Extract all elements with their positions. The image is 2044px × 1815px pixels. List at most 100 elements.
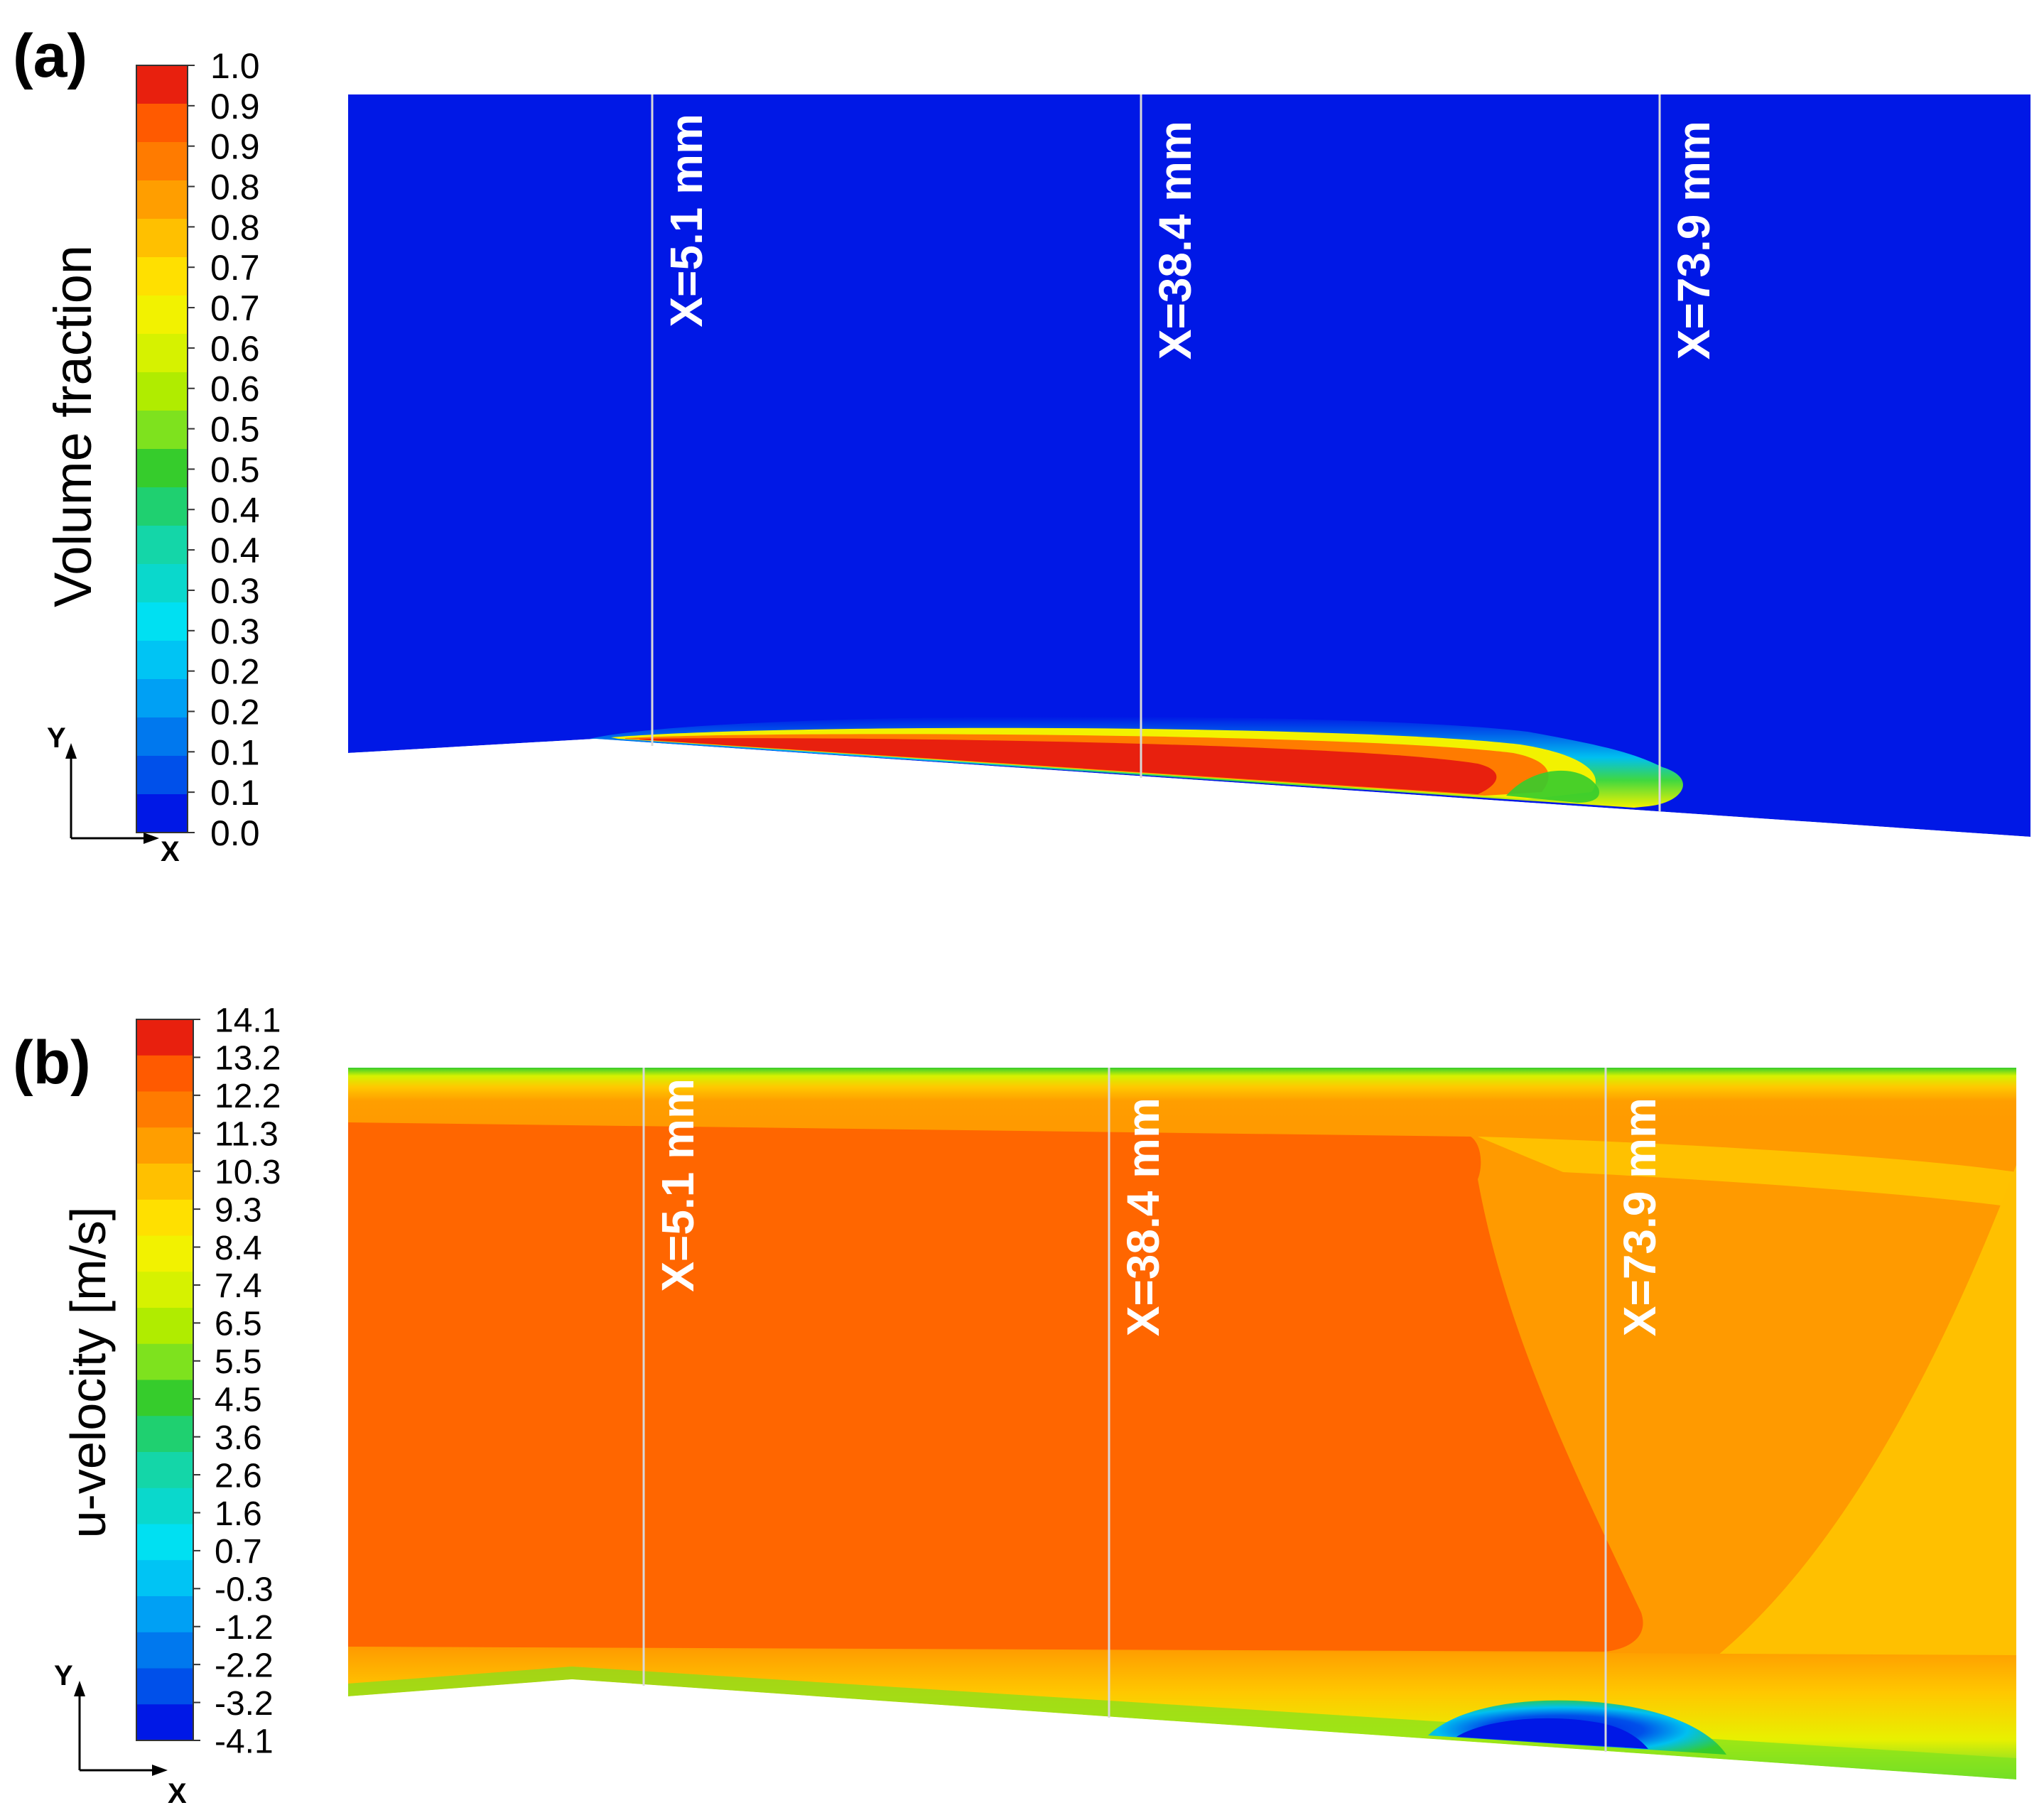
colorbar-tick-label: -1.2: [215, 1609, 274, 1647]
colorbar-band: [136, 1272, 193, 1309]
section-label: X=5.1 mm: [652, 1078, 703, 1292]
colorbar-band: [136, 1308, 193, 1345]
colorbar-tick-label: -4.1: [215, 1723, 274, 1760]
colorbar-tick-label: 14.1: [215, 1002, 281, 1039]
colorbar-band: [136, 717, 188, 757]
colorbar-tick-label: 0.9: [210, 127, 260, 167]
colorbar-band: [136, 296, 188, 335]
colorbar-band: [136, 679, 188, 718]
colorbar-tick-label: 1.6: [215, 1495, 262, 1533]
colorbar-tick-label: 0.8: [210, 168, 260, 207]
colorbar-band: [136, 257, 188, 296]
colorbar-tick-label: 7.4: [215, 1267, 262, 1305]
colorbar-tick-label: 12.2: [215, 1078, 281, 1115]
colorbar-frame: [136, 1019, 194, 1741]
colorbar-band: [136, 1704, 193, 1741]
colorbar-band: [136, 1164, 193, 1201]
contour-domain-a: [348, 94, 2031, 852]
colorbar-band: [136, 1019, 193, 1056]
colorbar-band: [136, 602, 188, 641]
colorbar-band: [136, 142, 188, 181]
panel-label-b: (b): [13, 1029, 91, 1097]
colorbar-band: [136, 1199, 193, 1237]
colorbar-tick-label: 0.5: [210, 450, 260, 489]
colorbar-tick-label: 0.4: [210, 531, 260, 570]
colorbar-band: [136, 372, 188, 411]
colorbar-tick-label: -0.3: [215, 1571, 274, 1609]
colorbar-tick-label: 0.2: [210, 692, 260, 732]
colorbar-tick-label: 5.5: [215, 1343, 262, 1381]
colorbar-tick-label: 11.3: [215, 1116, 279, 1154]
colorbar-a: 1.00.90.90.80.80.70.70.60.60.50.50.40.40…: [136, 46, 260, 853]
colorbar-tick-label: 0.6: [210, 369, 260, 409]
colorbar-title-b: u-velocity [m/s]: [60, 1207, 116, 1539]
triad-y-label-a: Y: [47, 722, 66, 754]
contour-domain-b: [348, 1068, 2016, 1804]
colorbar-band: [136, 1524, 193, 1561]
colorbar-band: [136, 1632, 193, 1669]
colorbar-tick-label: -3.2: [215, 1685, 274, 1723]
colorbar-band: [136, 487, 188, 526]
colorbar-band: [136, 641, 188, 680]
colorbar-tick-label: -2.2: [215, 1647, 274, 1684]
colorbar-tick-label: 0.7: [210, 288, 260, 328]
colorbar-tick-label: 10.3: [215, 1154, 281, 1191]
colorbar-band: [136, 1091, 193, 1128]
colorbar-tick-label: 0.7: [215, 1533, 262, 1571]
section-label: X=38.4 mm: [1118, 1098, 1169, 1336]
colorbar-band: [136, 564, 188, 603]
colorbar-tick-label: 0.0: [210, 813, 260, 853]
colorbar-tick-label: 3.6: [215, 1419, 262, 1457]
colorbar-tick-label: 13.2: [215, 1040, 281, 1078]
colorbar-band: [136, 1668, 193, 1705]
section-label: X=73.9 mm: [1668, 121, 1719, 359]
section-label: X=38.4 mm: [1150, 121, 1201, 359]
colorbar-band: [136, 180, 188, 220]
colorbar-band: [136, 1452, 193, 1489]
colorbar-band: [136, 756, 188, 795]
colorbar-tick-label: 0.5: [210, 410, 260, 450]
colorbar-tick-label: 8.4: [215, 1230, 262, 1267]
triad-y-label-b: Y: [54, 1660, 73, 1691]
colorbar-band: [136, 219, 188, 258]
colorbar-tick-label: 0.3: [210, 571, 260, 611]
colorbar-tick-label: 2.6: [215, 1457, 262, 1495]
panel-b: (b) 14.113.212.211.310.39.38.47.46.55.54…: [13, 1002, 2016, 1809]
section-label: X=73.9 mm: [1614, 1098, 1665, 1336]
colorbar-band: [136, 794, 188, 833]
colorbar-tick-label: 0.3: [210, 612, 260, 651]
colorbar-band: [136, 1235, 193, 1272]
colorbar-band: [136, 1488, 193, 1525]
colorbar-band: [136, 1127, 193, 1164]
colorbar-tick-label: 0.7: [210, 248, 260, 288]
section-label: X=5.1 mm: [661, 114, 712, 327]
colorbar-band: [136, 411, 188, 450]
axes-triad-a: Y X: [47, 722, 180, 867]
colorbar-tick-label: 9.3: [215, 1191, 262, 1229]
colorbar-title-a: Volume fraction: [43, 245, 102, 607]
colorbar-band: [136, 1596, 193, 1633]
section-lines-b: X=5.1 mm X=38.4 mm X=73.9 mm: [642, 1068, 1665, 1752]
colorbar-band: [136, 1416, 193, 1453]
colorbar-band: [136, 1380, 193, 1416]
panel-a: (a) 1.00.90.90.80.80.70.70.60.60.50.50.4…: [13, 22, 2031, 867]
colorbar-tick-label: 6.5: [215, 1306, 262, 1343]
triad-x-label-b: X: [168, 1778, 187, 1809]
colorbar-band: [136, 104, 188, 143]
colorbar-tick-label: 0.1: [210, 732, 260, 772]
colorbar-band: [136, 526, 188, 565]
colorbar-tick-label: 4.5: [215, 1381, 262, 1419]
triad-x-label-a: X: [161, 836, 180, 867]
colorbar-tick-label: 1.0: [210, 46, 260, 86]
colorbar-tick-label: 0.1: [210, 773, 260, 813]
colorbar-b: 14.113.212.211.310.39.38.47.46.55.54.53.…: [136, 1002, 281, 1760]
colorbar-band: [136, 449, 188, 488]
colorbar-tick-label: 0.4: [210, 490, 260, 530]
colorbar-tick-label: 0.8: [210, 207, 260, 247]
colorbar-band: [136, 1343, 193, 1381]
colorbar-band: [136, 1055, 193, 1093]
colorbar-frame: [136, 65, 188, 833]
colorbar-band: [136, 65, 188, 104]
colorbar-tick-label: 0.2: [210, 652, 260, 692]
